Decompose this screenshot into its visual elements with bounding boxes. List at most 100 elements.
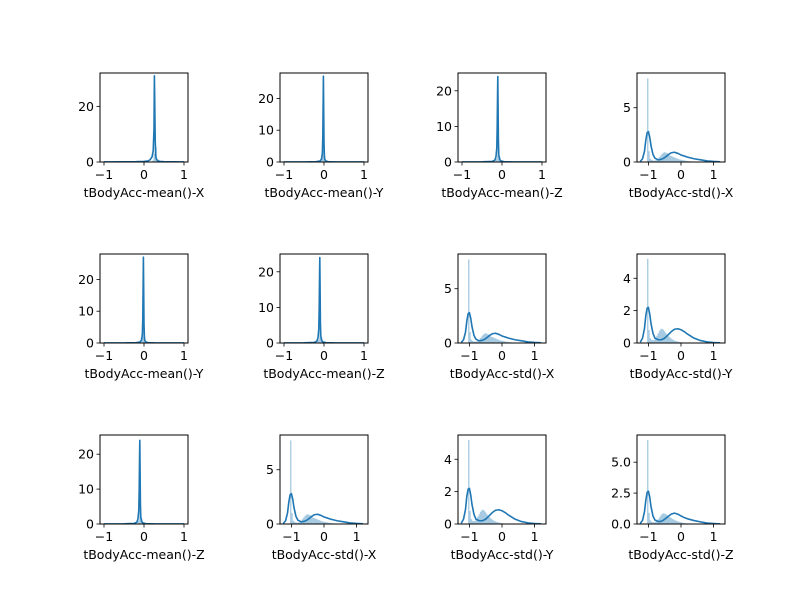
kde-line [283,256,365,343]
histogram-bar [649,158,652,162]
histogram-bar [652,340,654,343]
histogram-bar [669,337,671,343]
histogram-bar [314,518,317,524]
histogram-bar [677,158,679,162]
x-axis-label: tBodyAcc-mean()-Y [265,185,384,200]
histogram-bar [473,341,475,343]
histogram-bar [487,515,489,524]
histogram-bar [654,338,657,343]
x-tick-label: 1 [531,529,539,544]
histogram-bar [299,521,301,524]
x-tick-label: 0 [498,167,506,182]
x-tick-label: −1 [95,529,113,544]
x-tick-label: 0 [677,167,685,182]
histogram-bar [468,259,470,343]
x-tick-label: 0 [677,348,685,363]
histogram-bar [329,522,331,524]
y-tick-label: 0 [444,336,452,351]
histogram-bar [498,522,500,524]
histogram-bar [678,159,680,162]
x-tick-label: −1 [95,348,113,363]
kde-line [639,490,721,524]
histogram-bar [656,520,658,524]
histogram-bar [671,518,674,524]
x-tick-label: 0 [320,348,328,363]
axes-frame [636,72,726,163]
histogram-bar [478,514,480,524]
y-tick-label: 0 [623,155,631,170]
histogram-bar [327,522,330,524]
x-tick-label: −1 [639,167,657,182]
y-tick-label: 20 [78,99,94,114]
y-tick-label: 0.0 [611,517,631,532]
histogram-bar [317,339,320,343]
histogram-bar [488,517,491,524]
x-tick-label: 0 [498,348,506,363]
histogram-bar [498,339,500,343]
x-tick-label: 1 [710,529,718,544]
plot-area [103,256,185,343]
y-tick-label: 10 [258,123,274,138]
x-axis-label: tBodyAcc-std()-X [450,366,555,381]
histogram-bar [152,160,154,162]
histogram-bar [312,517,314,524]
histogram-bar [667,154,670,162]
histogram-bar [494,338,496,343]
histogram-bar [661,153,663,162]
y-tick-label: 0 [444,155,452,170]
x-tick-label: 0 [498,529,506,544]
histogram-bar [491,519,493,524]
y-tick-label: 0 [86,517,94,532]
histogram-bar [142,330,144,343]
histogram-bar [491,337,493,343]
histogram-bar [297,522,300,524]
x-tick-label: 0 [140,348,148,363]
histogram-bar [677,521,679,524]
histogram-bar [482,509,484,524]
subplot-12: −1 0 1 0.0 2.5 5.0 tBodyAcc-std()-Z [611,434,734,562]
y-tick-label: 0 [623,336,631,351]
histogram-bar [677,341,679,343]
x-tick-label: 0 [320,529,328,544]
x-axis-label: tBodyAcc-std()-Y [630,366,733,381]
histogram-bar [321,521,323,524]
histogram-bar [648,512,650,524]
histogram-bar [470,519,473,524]
histogram-bar [492,337,495,343]
histogram-bar [483,510,486,524]
plot-area [639,439,721,524]
x-tick-label: −1 [639,529,657,544]
x-tick-label: 0 [140,167,148,182]
x-axis-label: tBodyAcc-mean()-X [84,185,205,200]
plot-area [639,78,721,162]
histogram-bar [495,338,497,343]
histogram-bar [490,336,492,343]
y-tick-label: 5 [266,462,274,477]
histogram-bar [474,341,476,343]
histogram-bar [675,341,678,343]
histogram-bar [670,338,672,343]
y-tick-label: 2 [444,484,452,499]
x-tick-label: 0 [677,529,685,544]
histogram-bar [294,521,296,524]
subplot-8: −1 0 1 0 2 4 tBodyAcc-std()-Y [623,253,733,381]
histogram-bar [679,522,681,524]
histogram-bar [674,157,676,162]
histogram-bar [475,519,478,524]
histogram-bar [648,330,650,343]
y-tick-label: 20 [436,83,452,98]
subplot-11: −1 0 1 0 2 4 tBodyAcc-std()-Y [444,434,554,562]
histogram-bar [647,439,649,524]
histogram-bar [654,160,657,162]
histogram-bar [468,439,470,524]
histogram-bar [318,520,321,524]
histogram-bar [666,153,668,162]
histogram-bar [325,522,327,524]
x-tick-label: −1 [453,167,471,182]
plot-area [282,440,364,524]
histogram-bar [653,339,655,343]
plot-area [103,439,185,524]
histogram-bar [648,151,650,162]
